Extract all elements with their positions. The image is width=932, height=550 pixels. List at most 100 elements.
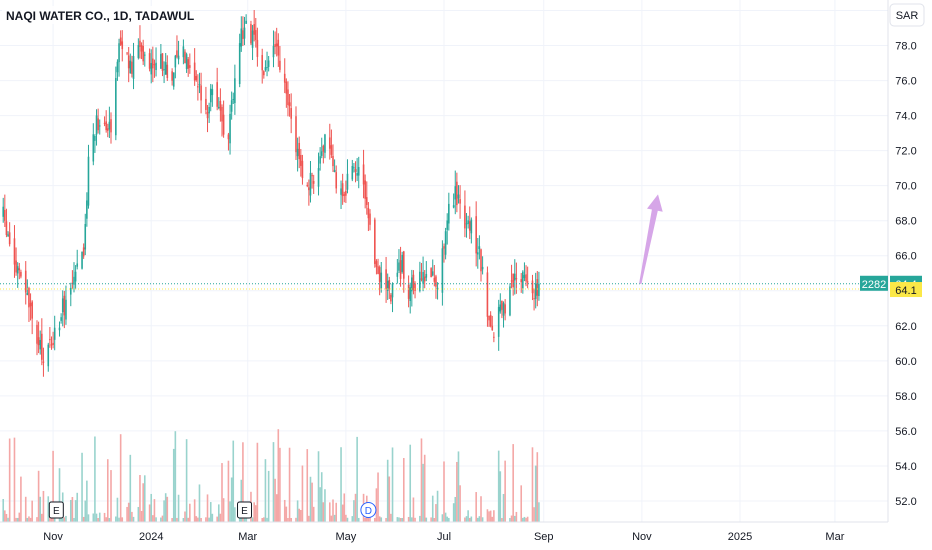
candle-body bbox=[531, 280, 534, 294]
volume-bar bbox=[18, 512, 21, 522]
candle-body bbox=[16, 266, 19, 274]
volume-bar bbox=[306, 449, 309, 522]
candle-body bbox=[431, 271, 434, 276]
candle-body bbox=[5, 221, 8, 235]
last-volume-label: 2282 bbox=[862, 279, 886, 291]
candle-body bbox=[65, 299, 67, 320]
candle-body bbox=[422, 272, 424, 284]
volume-bar bbox=[465, 516, 468, 522]
volume-bar bbox=[523, 516, 526, 522]
volume-bar bbox=[522, 517, 524, 522]
volume-bar bbox=[341, 504, 344, 522]
volume-bar bbox=[119, 434, 122, 522]
volume-bar bbox=[251, 517, 254, 522]
volume-bar bbox=[488, 511, 490, 522]
volume-bar bbox=[279, 447, 281, 522]
volume-bar bbox=[198, 484, 201, 522]
volume-bar bbox=[512, 444, 514, 522]
volume-bar bbox=[4, 510, 6, 522]
x-tick-label: 2025 bbox=[728, 531, 752, 543]
candle-body bbox=[386, 280, 389, 291]
volume-bar bbox=[189, 503, 191, 522]
candle-body bbox=[308, 187, 310, 191]
candle-body bbox=[119, 37, 122, 45]
candle-body bbox=[285, 81, 288, 94]
volume-bar bbox=[317, 451, 320, 522]
candle-body bbox=[454, 186, 457, 200]
candle-body bbox=[279, 60, 281, 70]
volume-bar bbox=[436, 490, 439, 522]
volume-bar bbox=[116, 497, 119, 522]
candle-body bbox=[164, 62, 167, 75]
candle-body bbox=[433, 277, 436, 282]
candle-body bbox=[414, 283, 416, 291]
x-tick-label: Nov bbox=[43, 531, 63, 543]
volume-bars bbox=[2, 429, 540, 522]
candle-body bbox=[74, 271, 77, 282]
candle-body bbox=[264, 67, 267, 71]
candle-body bbox=[332, 155, 334, 167]
candle-body bbox=[443, 246, 445, 249]
candle-body bbox=[402, 251, 405, 279]
volume-bar bbox=[420, 438, 423, 522]
candle-body bbox=[385, 269, 387, 289]
currency-button[interactable]: SAR bbox=[896, 10, 919, 22]
volume-bar bbox=[444, 512, 447, 522]
volume-bar bbox=[254, 505, 257, 522]
volume-bar bbox=[174, 431, 177, 522]
volume-bar bbox=[29, 517, 32, 522]
volume-bar bbox=[414, 517, 416, 522]
candle-body bbox=[512, 273, 514, 288]
volume-bar bbox=[283, 499, 286, 522]
currency-button-bg[interactable] bbox=[889, 3, 925, 27]
volume-bar bbox=[152, 515, 154, 522]
volume-bar bbox=[390, 513, 392, 522]
y-tick-label: 68.0 bbox=[895, 216, 916, 228]
candle-body bbox=[375, 261, 378, 267]
candle-body bbox=[288, 102, 291, 107]
volume-bar bbox=[499, 471, 502, 522]
candle-body bbox=[176, 50, 178, 57]
volume-bar bbox=[24, 496, 27, 522]
x-axis-ticks: Nov 2024 Mar May Jul Sep Nov 2025 Mar bbox=[43, 531, 844, 543]
volume-bar bbox=[419, 515, 421, 522]
volume-bar bbox=[142, 483, 144, 522]
candle-body bbox=[467, 220, 469, 224]
volume-bar bbox=[84, 500, 87, 522]
candle-body bbox=[468, 221, 471, 231]
volume-bar bbox=[28, 516, 30, 522]
volume-bar bbox=[377, 472, 379, 522]
grid-lines bbox=[0, 0, 888, 522]
volume-bar bbox=[221, 463, 223, 522]
volume-bar bbox=[335, 502, 338, 522]
volume-bar bbox=[41, 513, 43, 522]
volume-bar bbox=[515, 511, 518, 522]
candle-body bbox=[150, 63, 153, 75]
candle-body bbox=[465, 223, 468, 225]
volume-bar bbox=[491, 516, 494, 522]
candle-body bbox=[197, 86, 199, 88]
candle-body bbox=[53, 327, 56, 340]
volume-bar bbox=[182, 517, 185, 522]
y-tick-label: 74.0 bbox=[895, 111, 916, 123]
candle-body bbox=[50, 344, 53, 346]
volume-bar bbox=[301, 465, 304, 522]
candle-body bbox=[160, 54, 162, 69]
volume-bar bbox=[121, 517, 124, 522]
volume-bar bbox=[197, 517, 199, 522]
volume-bar bbox=[171, 517, 173, 522]
volume-bar bbox=[493, 510, 495, 522]
candle-body bbox=[283, 73, 286, 83]
candle-body bbox=[221, 106, 223, 122]
volume-bar bbox=[129, 454, 132, 522]
volume-bar bbox=[481, 517, 484, 522]
candle-body bbox=[69, 287, 72, 295]
candle-body bbox=[251, 30, 254, 48]
candle-body bbox=[441, 248, 444, 293]
volume-bar bbox=[531, 447, 534, 522]
volume-bar bbox=[50, 517, 53, 522]
volume-bar bbox=[131, 511, 133, 522]
projection-arrow bbox=[639, 194, 663, 284]
